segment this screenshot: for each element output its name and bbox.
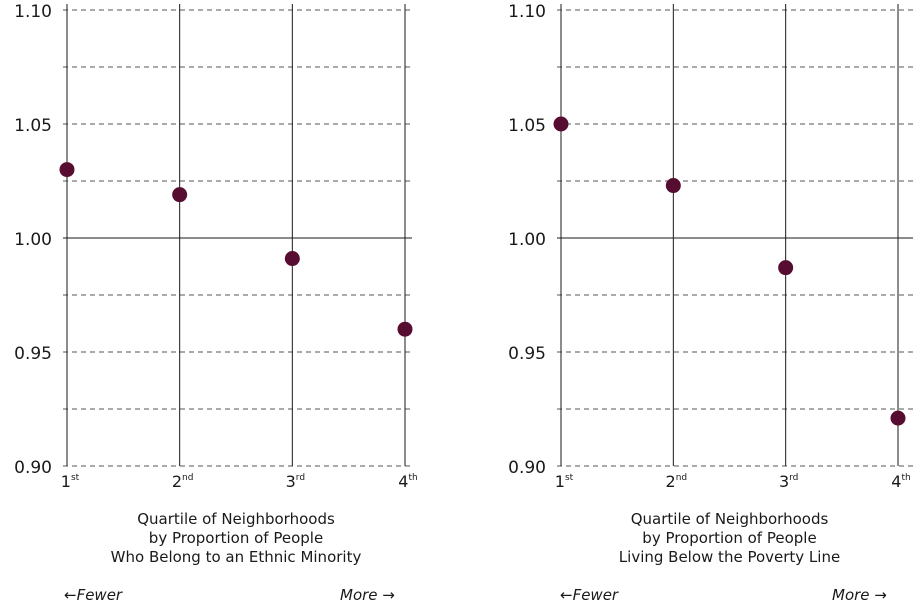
right-chart-x-tick-label: 3rd <box>779 472 798 491</box>
right-chart-data-point <box>665 178 681 194</box>
right-chart-x-tick-label: 1st <box>555 472 574 491</box>
left-chart-data-point <box>59 162 75 178</box>
left-chart-y-tick-label: 1.05 <box>14 116 52 136</box>
left-chart-x-tick-label: 4th <box>398 472 417 491</box>
left-chart-y-tick-label: 1.10 <box>14 2 52 22</box>
right-chart-x-axis-label: Living Below the Poverty Line <box>619 548 840 566</box>
right-chart-fewer-annotation: ←Fewer <box>560 586 619 604</box>
left-chart-x-tick-label: 3rd <box>286 472 305 491</box>
left-chart-data-point <box>284 251 300 267</box>
right-chart-x-tick-label: 2nd <box>666 472 688 491</box>
right-chart-data-point <box>778 260 794 276</box>
left-chart-y-tick-label: 0.95 <box>14 344 52 364</box>
right-chart-x-tick-label: 4th <box>891 472 910 491</box>
left-chart-more-annotation: More → <box>340 586 395 604</box>
right-chart-y-tick-label: 1.00 <box>508 230 546 250</box>
right-chart-data-point <box>553 116 569 132</box>
left-chart-y-tick-label: 0.90 <box>14 458 52 478</box>
right-chart-more-annotation: More → <box>832 586 887 604</box>
right-chart-y-tick-label: 0.90 <box>508 458 546 478</box>
left-chart-data-point <box>172 187 188 203</box>
left-chart-fewer-annotation: ←Fewer <box>64 586 123 604</box>
right-chart-x-axis-label: Quartile of Neighborhoods <box>631 510 829 528</box>
right-chart-y-tick-label: 1.05 <box>508 116 546 136</box>
right-chart-y-tick-label: 0.95 <box>508 344 546 364</box>
right-chart-y-tick-label: 1.10 <box>508 2 546 22</box>
left-chart-x-tick-label: 1st <box>61 472 80 491</box>
right-chart-data-point <box>890 410 906 426</box>
left-chart-x-tick-label: 2nd <box>172 472 194 491</box>
left-chart-x-axis-label: Quartile of Neighborhoods <box>137 510 335 528</box>
left-chart-y-tick-label: 1.00 <box>14 230 52 250</box>
left-chart-x-axis-label: by Proportion of People <box>149 529 323 547</box>
left-chart-data-point <box>397 321 413 337</box>
left-chart-x-axis-label: Who Belong to an Ethnic Minority <box>111 548 362 566</box>
right-chart-x-axis-label: by Proportion of People <box>642 529 816 547</box>
